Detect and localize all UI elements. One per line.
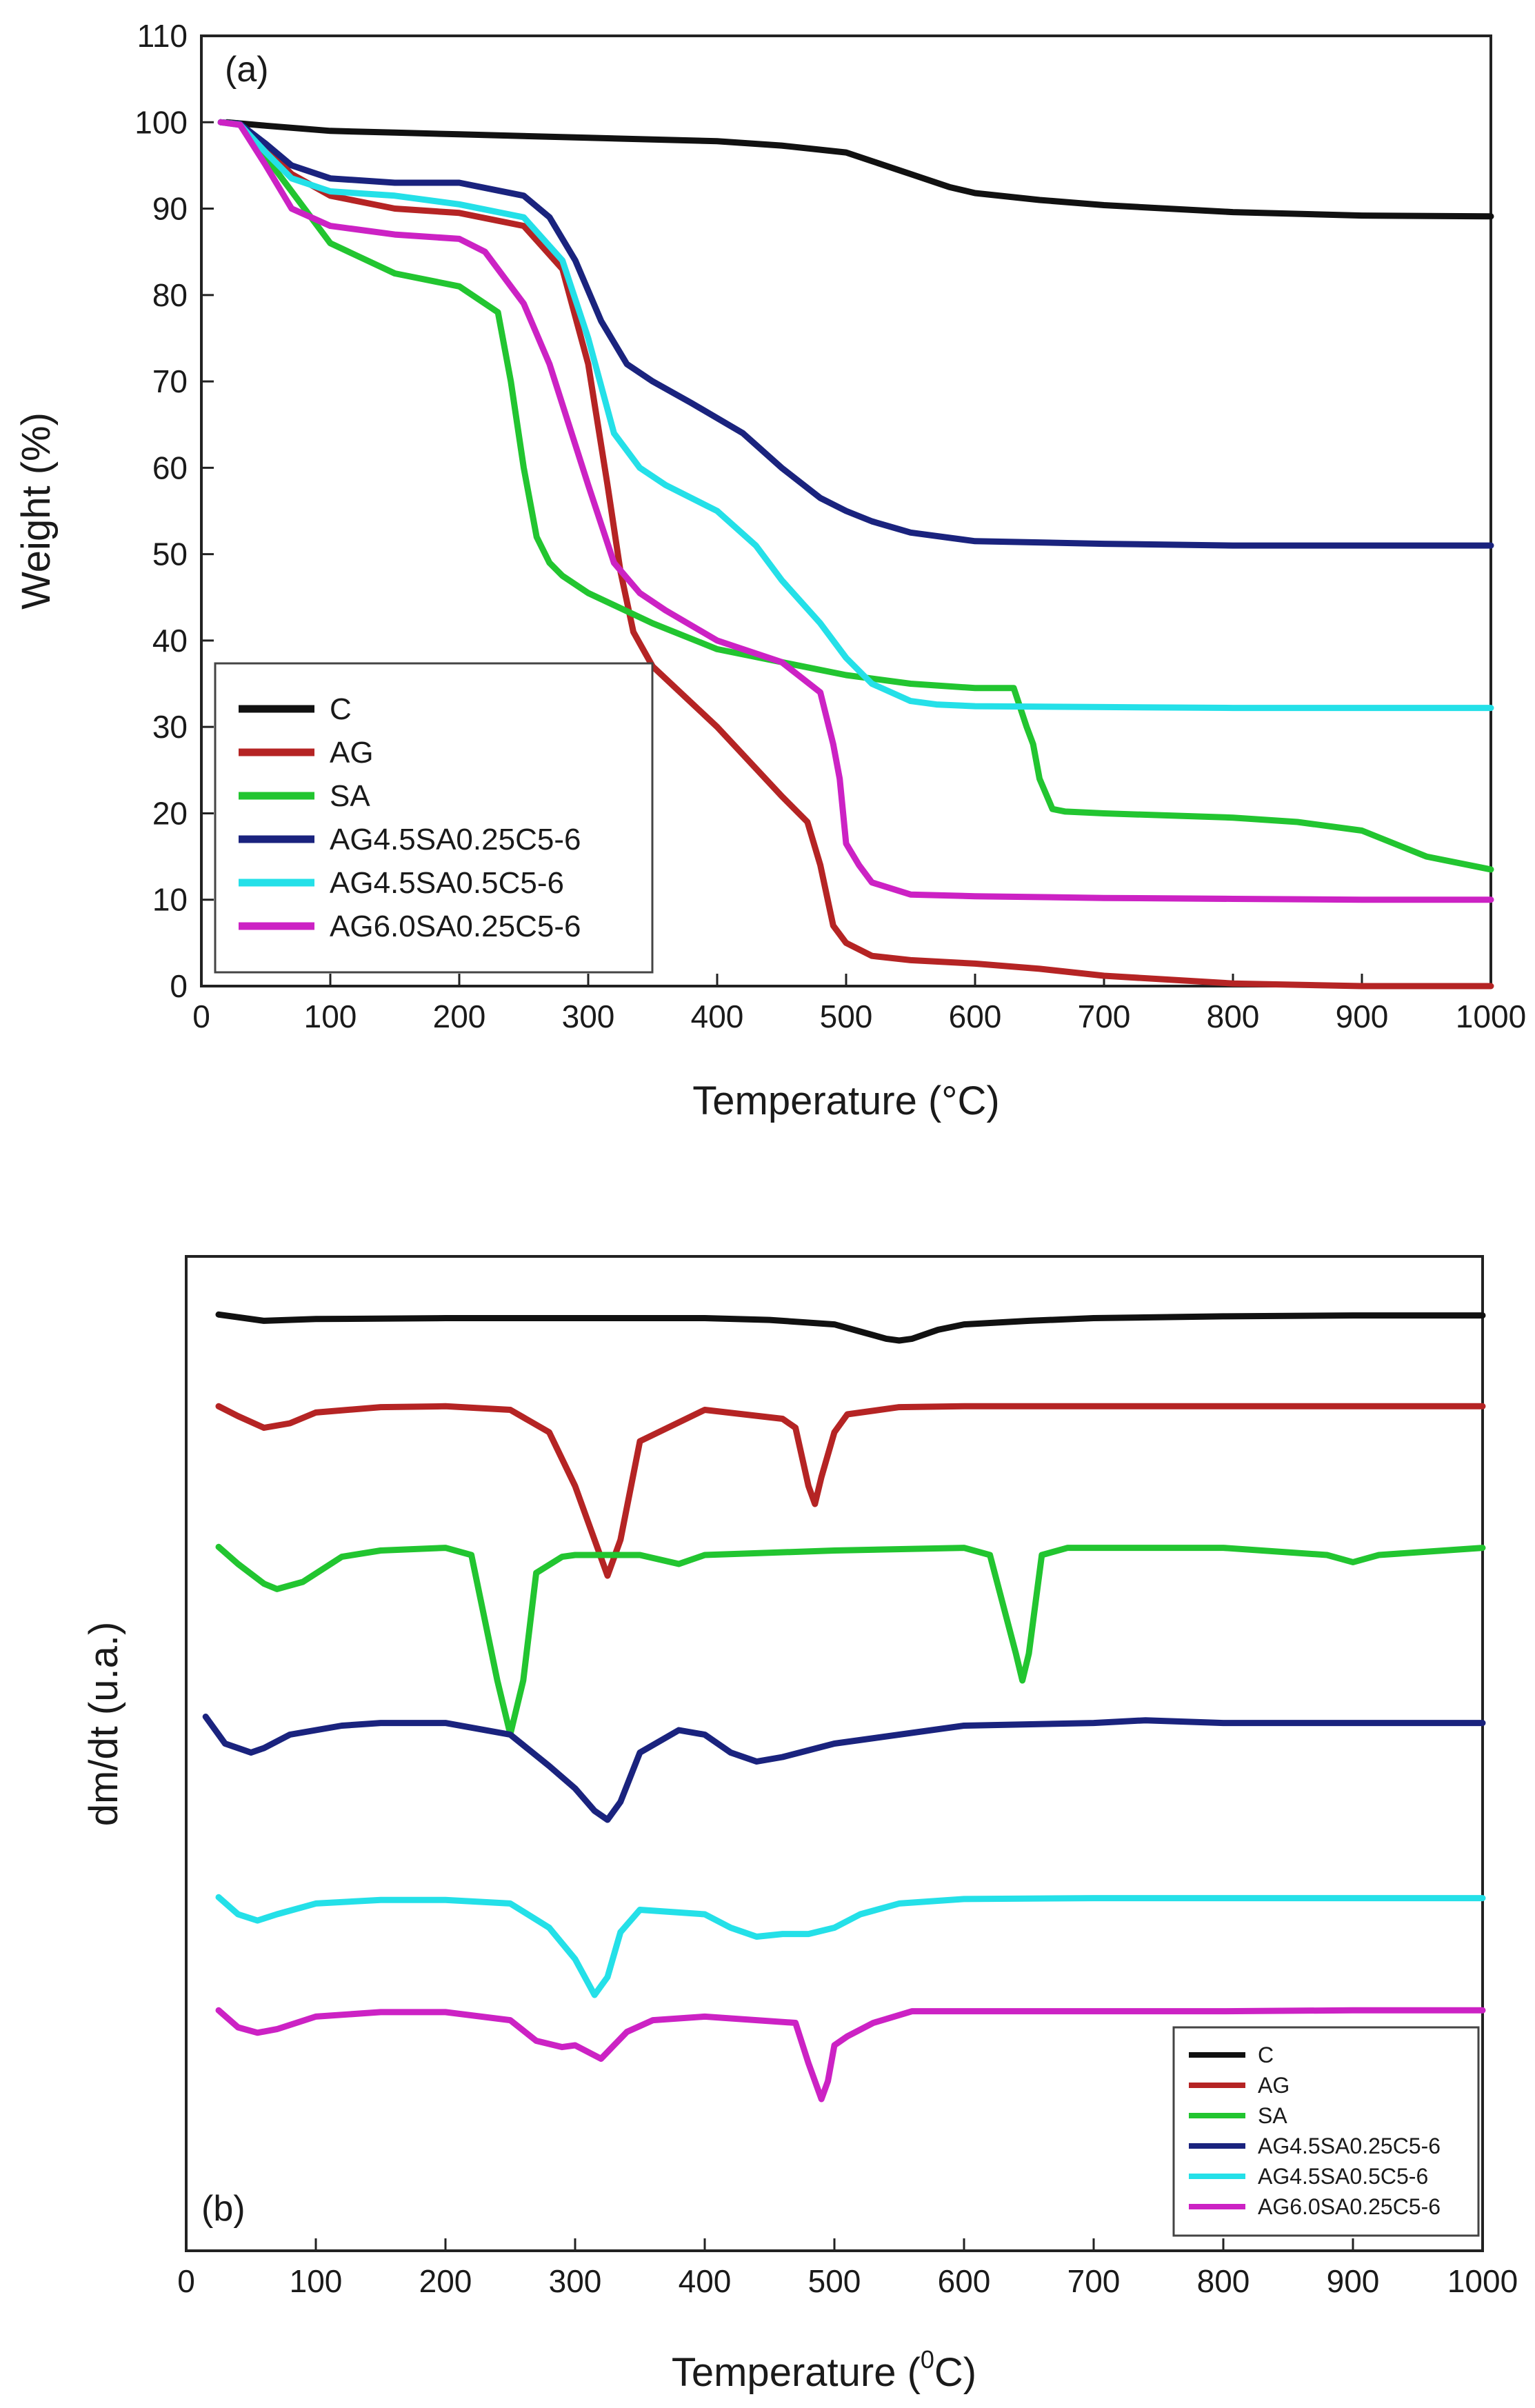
panel-a-series-ag-line xyxy=(217,119,1494,990)
panel-b-series-sa-line xyxy=(215,1543,1486,1738)
panel-a-x-tick-label: 300 xyxy=(562,999,615,1034)
panel-b-x-tick-label: 400 xyxy=(679,2263,732,2299)
panel-a-y-tick-label: 80 xyxy=(152,277,188,313)
panel-b-series-lines xyxy=(202,1311,1486,2103)
panel-a-x-tick-label: 200 xyxy=(433,999,486,1034)
panel-b-legend: C AG SA AG4.5SA0.25C5-6 AG4.5SA0.5C5-6 AG6.0S… xyxy=(1172,2026,1480,2237)
panel-b-legend-label-ag6-0sa0-25c5-6: AG6.0SA0.25C5-6 xyxy=(1258,2194,1441,2219)
panel-a-x-tick-label: 700 xyxy=(1078,999,1131,1034)
panel-b-x-axis-title: Temperature (0C) xyxy=(672,2345,976,2395)
panel-a-legend-label-c: C xyxy=(330,692,352,726)
panel-a-legend-label-sa: SA xyxy=(330,779,370,813)
panel-b-legend-label-sa: SA xyxy=(1258,2103,1287,2128)
panel-a-x-tick-label: 900 xyxy=(1336,999,1389,1034)
panel-b-x-tick-label: 200 xyxy=(419,2263,472,2299)
panel-b-x-tick-label: 800 xyxy=(1197,2263,1250,2299)
panel-b-x-tick-label: 700 xyxy=(1067,2263,1121,2299)
panel-b-x-axis-title-superscript: 0 xyxy=(921,2345,934,2374)
panel-a-y-tick-label: 40 xyxy=(152,623,188,659)
chart-panel-a: 0 100 200 300 400 500 600 700 800 900 1000 0 10 20 30… xyxy=(14,18,1526,1123)
panel-a-x-tick-label: 1000 xyxy=(1456,999,1526,1034)
panel-b-legend-label-ag4-5sa0-5c5-6: AG4.5SA0.5C5-6 xyxy=(1258,2164,1428,2189)
panel-b-x-tick-label: 0 xyxy=(177,2263,195,2299)
panel-b-x-axis-title-main: Temperature ( xyxy=(672,2350,921,2395)
panel-b-x-tick-label: 600 xyxy=(938,2263,991,2299)
panel-a-y-tick-label: 50 xyxy=(152,536,188,572)
panel-a-y-tick-label: 30 xyxy=(152,709,188,745)
panel-b-legend-label-c: C xyxy=(1258,2043,1274,2067)
panel-a-series-lines xyxy=(217,119,1494,990)
panel-a-series-ag4-5sa0-5c5-6-line xyxy=(217,119,1494,712)
panel-a-legend-label-ag4-5sa0-25c5-6: AG4.5SA0.25C5-6 xyxy=(330,823,581,856)
panel-b-series-ag6-0sa0-25c5-6-line xyxy=(215,2007,1486,2103)
panel-a-x-tick-label: 500 xyxy=(820,999,873,1034)
panel-b-series-ag-line xyxy=(215,1403,1486,1579)
panel-a-x-tick-label: 800 xyxy=(1207,999,1260,1034)
panel-a-y-tick-label: 100 xyxy=(134,104,188,140)
panel-b-legend-box xyxy=(1172,2026,1480,2237)
panel-a-legend: C AG SA AG4.5SA0.25C5-6 AG4.5SA0.5C5-6 AG6.0S… xyxy=(214,662,654,974)
panel-a-legend-label-ag6-0sa0-25c5-6: AG6.0SA0.25C5-6 xyxy=(330,910,581,943)
panel-a-x-axis-title: Temperature (°C) xyxy=(692,1078,999,1123)
panel-b-x-tick-label: 900 xyxy=(1327,2263,1380,2299)
panel-a-series-sa-line xyxy=(217,119,1494,873)
panel-a-x-tick-label: 100 xyxy=(304,999,357,1034)
panel-a-x-tick-label: 600 xyxy=(949,999,1002,1034)
panel-a-legend-label-ag: AG xyxy=(330,736,374,770)
panel-b-series-c-line xyxy=(215,1311,1486,1344)
panel-b-series-ag4-5sa0-25c5-6-line xyxy=(202,1714,1486,1823)
panel-a-y-tick-label: 110 xyxy=(137,18,188,54)
panel-a-x-ticks: 0 100 200 300 400 500 600 700 800 900 1000 xyxy=(192,974,1526,1034)
panel-a-series-ag4-5sa0-25c5-6-line xyxy=(217,119,1494,549)
panel-a-x-tick-label: 0 xyxy=(192,999,210,1034)
panel-a-y-ticks: 0 10 20 30 40 50 60 70 80 90 100 110 xyxy=(134,18,214,1004)
panel-a-series-ag6-0sa0-25c5-6-line xyxy=(217,119,1494,903)
panel-a-legend-label-ag4-5sa0-5c5-6: AG4.5SA0.5C5-6 xyxy=(330,866,564,900)
panel-a-legend-box xyxy=(214,662,654,974)
panel-b-x-tick-label: 300 xyxy=(549,2263,602,2299)
panel-b-series-ag4-5sa0-5c5-6-line xyxy=(215,1894,1486,1998)
panel-b-x-axis-title-tail: C) xyxy=(934,2350,976,2395)
panel-b-x-tick-label: 1000 xyxy=(1447,2263,1518,2299)
panel-b-legend-label-ag4-5sa0-25c5-6: AG4.5SA0.25C5-6 xyxy=(1258,2134,1441,2158)
panel-a-y-tick-label: 60 xyxy=(152,450,188,485)
panel-a-series-c-line xyxy=(223,119,1494,220)
panel-a-y-tick-label: 10 xyxy=(152,882,188,918)
chart-panel-b: 0 100 200 300 400 500 600 700 800 900 1000 (b) Tem… xyxy=(81,1255,1518,2395)
panel-a-tag: (a) xyxy=(225,50,269,90)
panel-b-tag: (b) xyxy=(201,2189,245,2229)
panel-b-y-axis-title: dm/dt (u.a.) xyxy=(81,1622,126,1827)
panel-b-x-tick-label: 500 xyxy=(808,2263,861,2299)
panel-a-y-axis-title: Weight (%) xyxy=(14,412,59,610)
panel-b-x-tick-label: 100 xyxy=(290,2263,343,2299)
panel-b-legend-label-ag: AG xyxy=(1258,2073,1290,2098)
panel-a-x-tick-label: 400 xyxy=(691,999,744,1034)
panel-b-x-ticks: 0 100 200 300 400 500 600 700 800 900 1000 xyxy=(177,2238,1518,2299)
panel-a-y-tick-label: 0 xyxy=(170,968,188,1004)
panel-a-y-tick-label: 20 xyxy=(152,795,188,831)
panel-a-y-tick-label: 70 xyxy=(152,363,188,399)
panel-a-y-tick-label: 90 xyxy=(152,191,188,227)
